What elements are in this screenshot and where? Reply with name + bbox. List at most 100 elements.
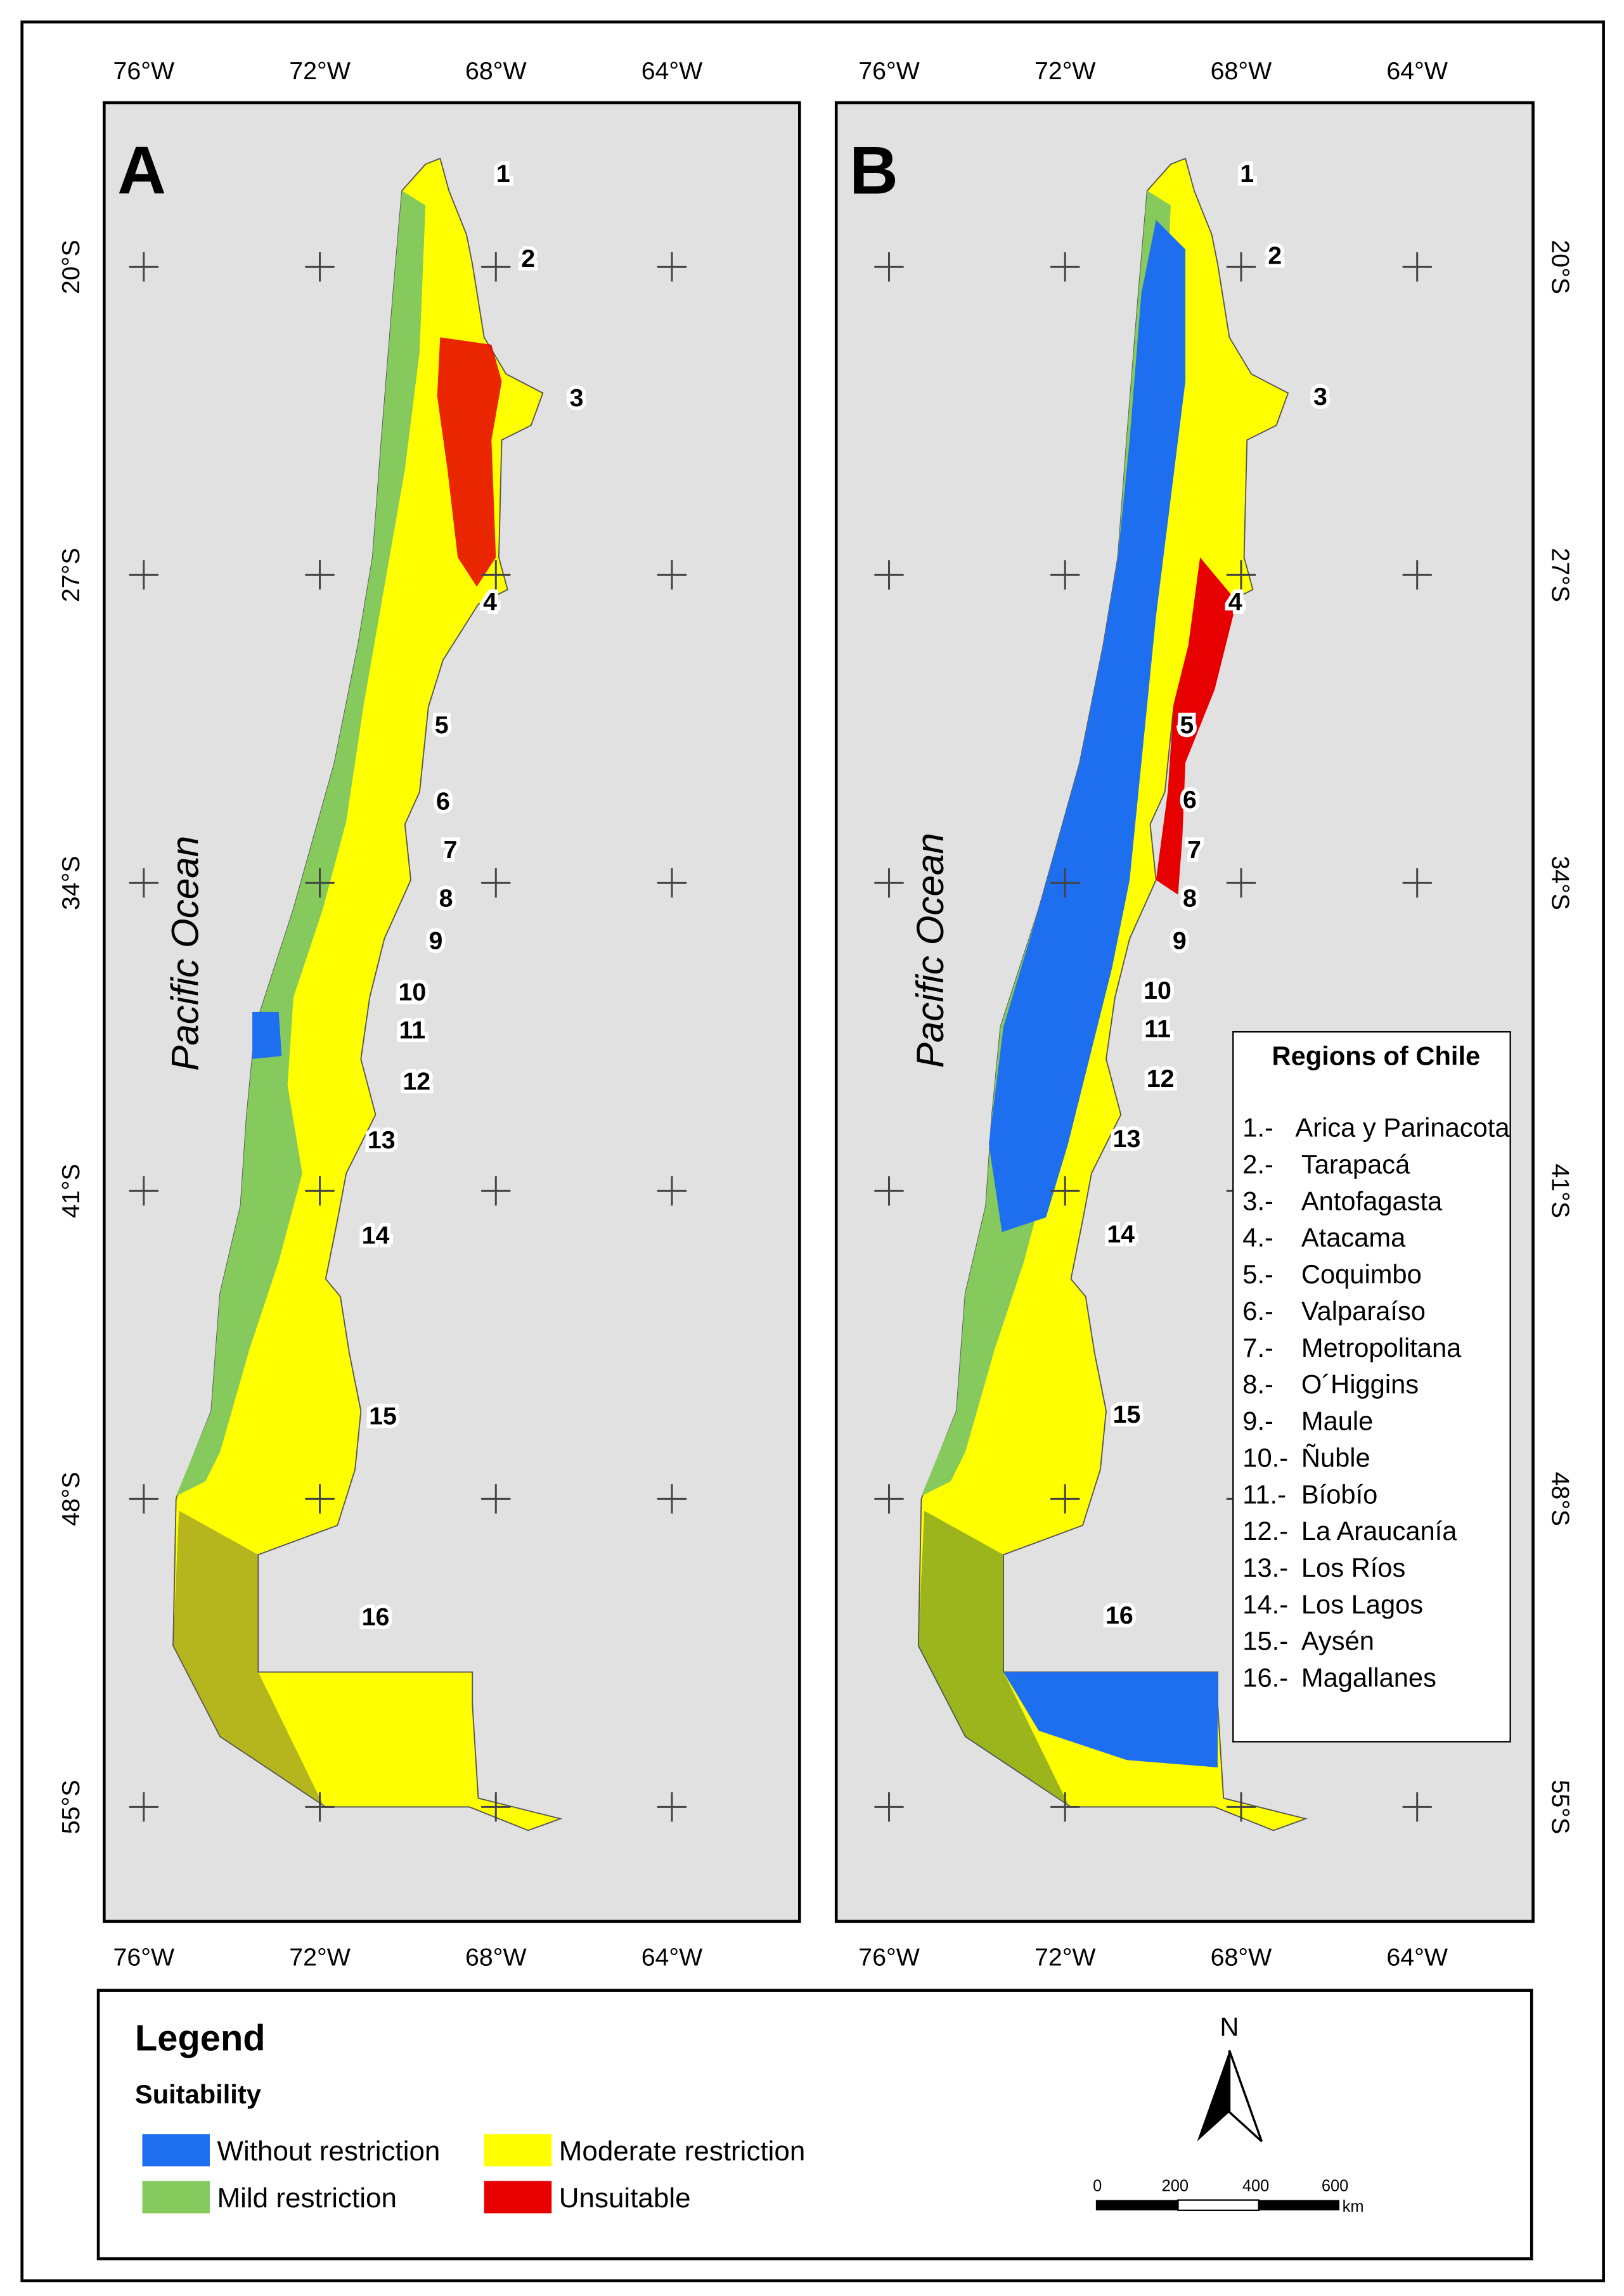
legend-swatch: [142, 2134, 210, 2167]
scale-label: 200: [1162, 2177, 1189, 2195]
region-number: 13.-: [1242, 1553, 1289, 1583]
lon-label: 64°W: [641, 1943, 703, 1971]
region-number: 4.-: [1242, 1223, 1273, 1253]
region-number: 16: [1105, 1601, 1133, 1629]
legend-label: Without restriction: [217, 2136, 441, 2167]
region-name: Arica y Parinacota: [1295, 1113, 1510, 1143]
panel-label: A: [117, 133, 166, 208]
lat-label: 20°S: [57, 240, 85, 294]
legend-swatch: [142, 2181, 210, 2214]
lon-label: 68°W: [465, 1943, 527, 1971]
region-name: La Araucanía: [1301, 1517, 1457, 1546]
region-number: 16: [362, 1603, 390, 1631]
region-name: Bíobío: [1301, 1480, 1378, 1510]
region-number: 10: [398, 978, 426, 1006]
region-number: 12: [1147, 1065, 1175, 1093]
region-name: Coquimbo: [1301, 1260, 1422, 1290]
region-number: 2: [521, 245, 535, 273]
region-number: 5: [1180, 711, 1194, 739]
region-name: Atacama: [1301, 1223, 1406, 1253]
region-name: O´Higgins: [1301, 1369, 1419, 1399]
region-number: 2.-: [1242, 1150, 1273, 1179]
region-number: 15: [369, 1402, 397, 1430]
north-label: N: [1220, 2011, 1239, 2041]
region-number: 12.-: [1242, 1517, 1289, 1546]
region-number: 3.-: [1242, 1186, 1273, 1216]
region-number: 11: [1144, 1015, 1171, 1042]
legend-swatch: [484, 2134, 552, 2167]
map-a: [172, 157, 562, 1831]
lon-label: 76°W: [113, 57, 175, 85]
region-number: 2: [1268, 242, 1282, 270]
north-arrow: [1197, 2050, 1230, 2142]
region-item: 10.- Ñuble: [1242, 1440, 1509, 1477]
legend-box: [96, 1989, 1533, 2261]
region-number: 15: [1113, 1401, 1141, 1428]
lat-label: 27°S: [1547, 548, 1575, 602]
legend-label: Unsuitable: [559, 2183, 691, 2214]
region-item: 9.- Maule: [1242, 1404, 1509, 1440]
region-number: 9.-: [1242, 1406, 1273, 1436]
region-item: 7.- Metropolitana: [1242, 1330, 1509, 1367]
region-number: 1.-: [1242, 1113, 1273, 1143]
scale-label: 600: [1322, 2177, 1348, 2195]
region-number: 15.-: [1242, 1626, 1289, 1656]
lon-label: 68°W: [1211, 1943, 1272, 1971]
region-item: 11.- Bíobío: [1242, 1477, 1509, 1514]
lat-label: 34°S: [1547, 856, 1575, 910]
region-number: 5: [435, 711, 449, 739]
region-number: 3: [570, 384, 584, 412]
region-number: 9: [429, 927, 442, 954]
region-number: 8.-: [1242, 1369, 1273, 1399]
lon-label: 76°W: [858, 57, 920, 85]
region-name: Valparaíso: [1301, 1296, 1426, 1326]
region-item: 8.- O´Higgins: [1242, 1367, 1509, 1404]
region-name: Los Ríos: [1301, 1553, 1406, 1583]
region-name: Ñuble: [1301, 1443, 1370, 1473]
region-item: 14.- Los Lagos: [1242, 1587, 1509, 1624]
region-number: 14.-: [1242, 1589, 1289, 1620]
region-name: Tarapacá: [1301, 1150, 1410, 1179]
scale-unit: km: [1343, 2198, 1364, 2216]
legend-label: Moderate restriction: [559, 2136, 806, 2167]
region-number: 16.-: [1242, 1663, 1289, 1693]
region-item: 16.- Magallanes: [1242, 1660, 1509, 1697]
region-name: Metropolitana: [1301, 1333, 1462, 1363]
region-item: 13.- Los Ríos: [1242, 1550, 1509, 1587]
lon-label: 64°W: [1386, 57, 1448, 85]
region-number: 7: [1187, 836, 1201, 864]
ocean-label: Pacific Ocean: [909, 833, 951, 1068]
region-name: Maule: [1301, 1406, 1374, 1436]
region-number: 3: [1313, 383, 1327, 411]
region-number: 10: [1144, 977, 1171, 1004]
region-name: Aysén: [1301, 1626, 1374, 1656]
lat-label: 55°S: [1547, 1780, 1575, 1834]
region-number: 12: [403, 1068, 430, 1096]
region-name: Magallanes: [1301, 1663, 1436, 1693]
lon-label: 72°W: [289, 1943, 351, 1971]
lat-label: 41°S: [1547, 1164, 1575, 1218]
lon-label: 72°W: [289, 57, 351, 85]
region-number: 7: [444, 836, 458, 864]
region-number: 11.-: [1242, 1480, 1287, 1510]
region-item: 6.- Valparaíso: [1242, 1293, 1509, 1330]
regions-title: Regions of Chile: [1272, 1041, 1481, 1071]
lon-label: 76°W: [858, 1943, 920, 1971]
lat-label: 20°S: [1547, 240, 1575, 294]
panel-label: B: [849, 133, 898, 208]
region-number: 13: [368, 1126, 396, 1154]
region-number: 7.-: [1242, 1333, 1273, 1363]
north-arrow: [1228, 2049, 1263, 2143]
region-item: 3.- Antofagasta: [1242, 1184, 1509, 1221]
scale-segment: [1095, 2200, 1178, 2210]
region-number: 6: [1183, 786, 1197, 814]
region-number: 13: [1113, 1125, 1141, 1153]
region-item: 15.- Aysén: [1242, 1624, 1509, 1660]
lat-label: 41°S: [57, 1164, 85, 1218]
lon-label: 64°W: [641, 57, 703, 85]
lat-label: 55°S: [57, 1780, 85, 1834]
scale-label: 0: [1093, 2177, 1102, 2195]
